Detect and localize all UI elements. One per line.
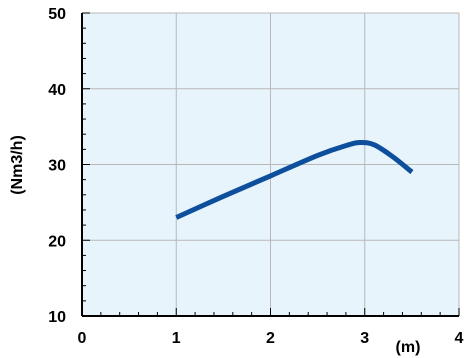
x-tick-label: 2 (266, 330, 275, 347)
y-tick-label: 40 (48, 82, 66, 99)
series-line (175, 139, 414, 220)
y-tick-label: 20 (48, 233, 66, 250)
x-tick-label: 4 (455, 330, 464, 347)
x-tick-label: 1 (172, 330, 181, 347)
y-tick-label: 50 (48, 6, 66, 23)
x-tick-label: 3 (360, 330, 369, 347)
x-axis-title: (m) (396, 339, 421, 356)
x-tick-label: 0 (78, 330, 87, 347)
y-axis-title: (Nm3/h) (9, 135, 26, 195)
y-tick-label: 10 (48, 309, 66, 326)
tick-labels: 0 1 2 3 4 10 20 30 40 50 (48, 6, 463, 347)
grid (82, 12, 460, 316)
y-tick-label: 30 (48, 158, 66, 175)
